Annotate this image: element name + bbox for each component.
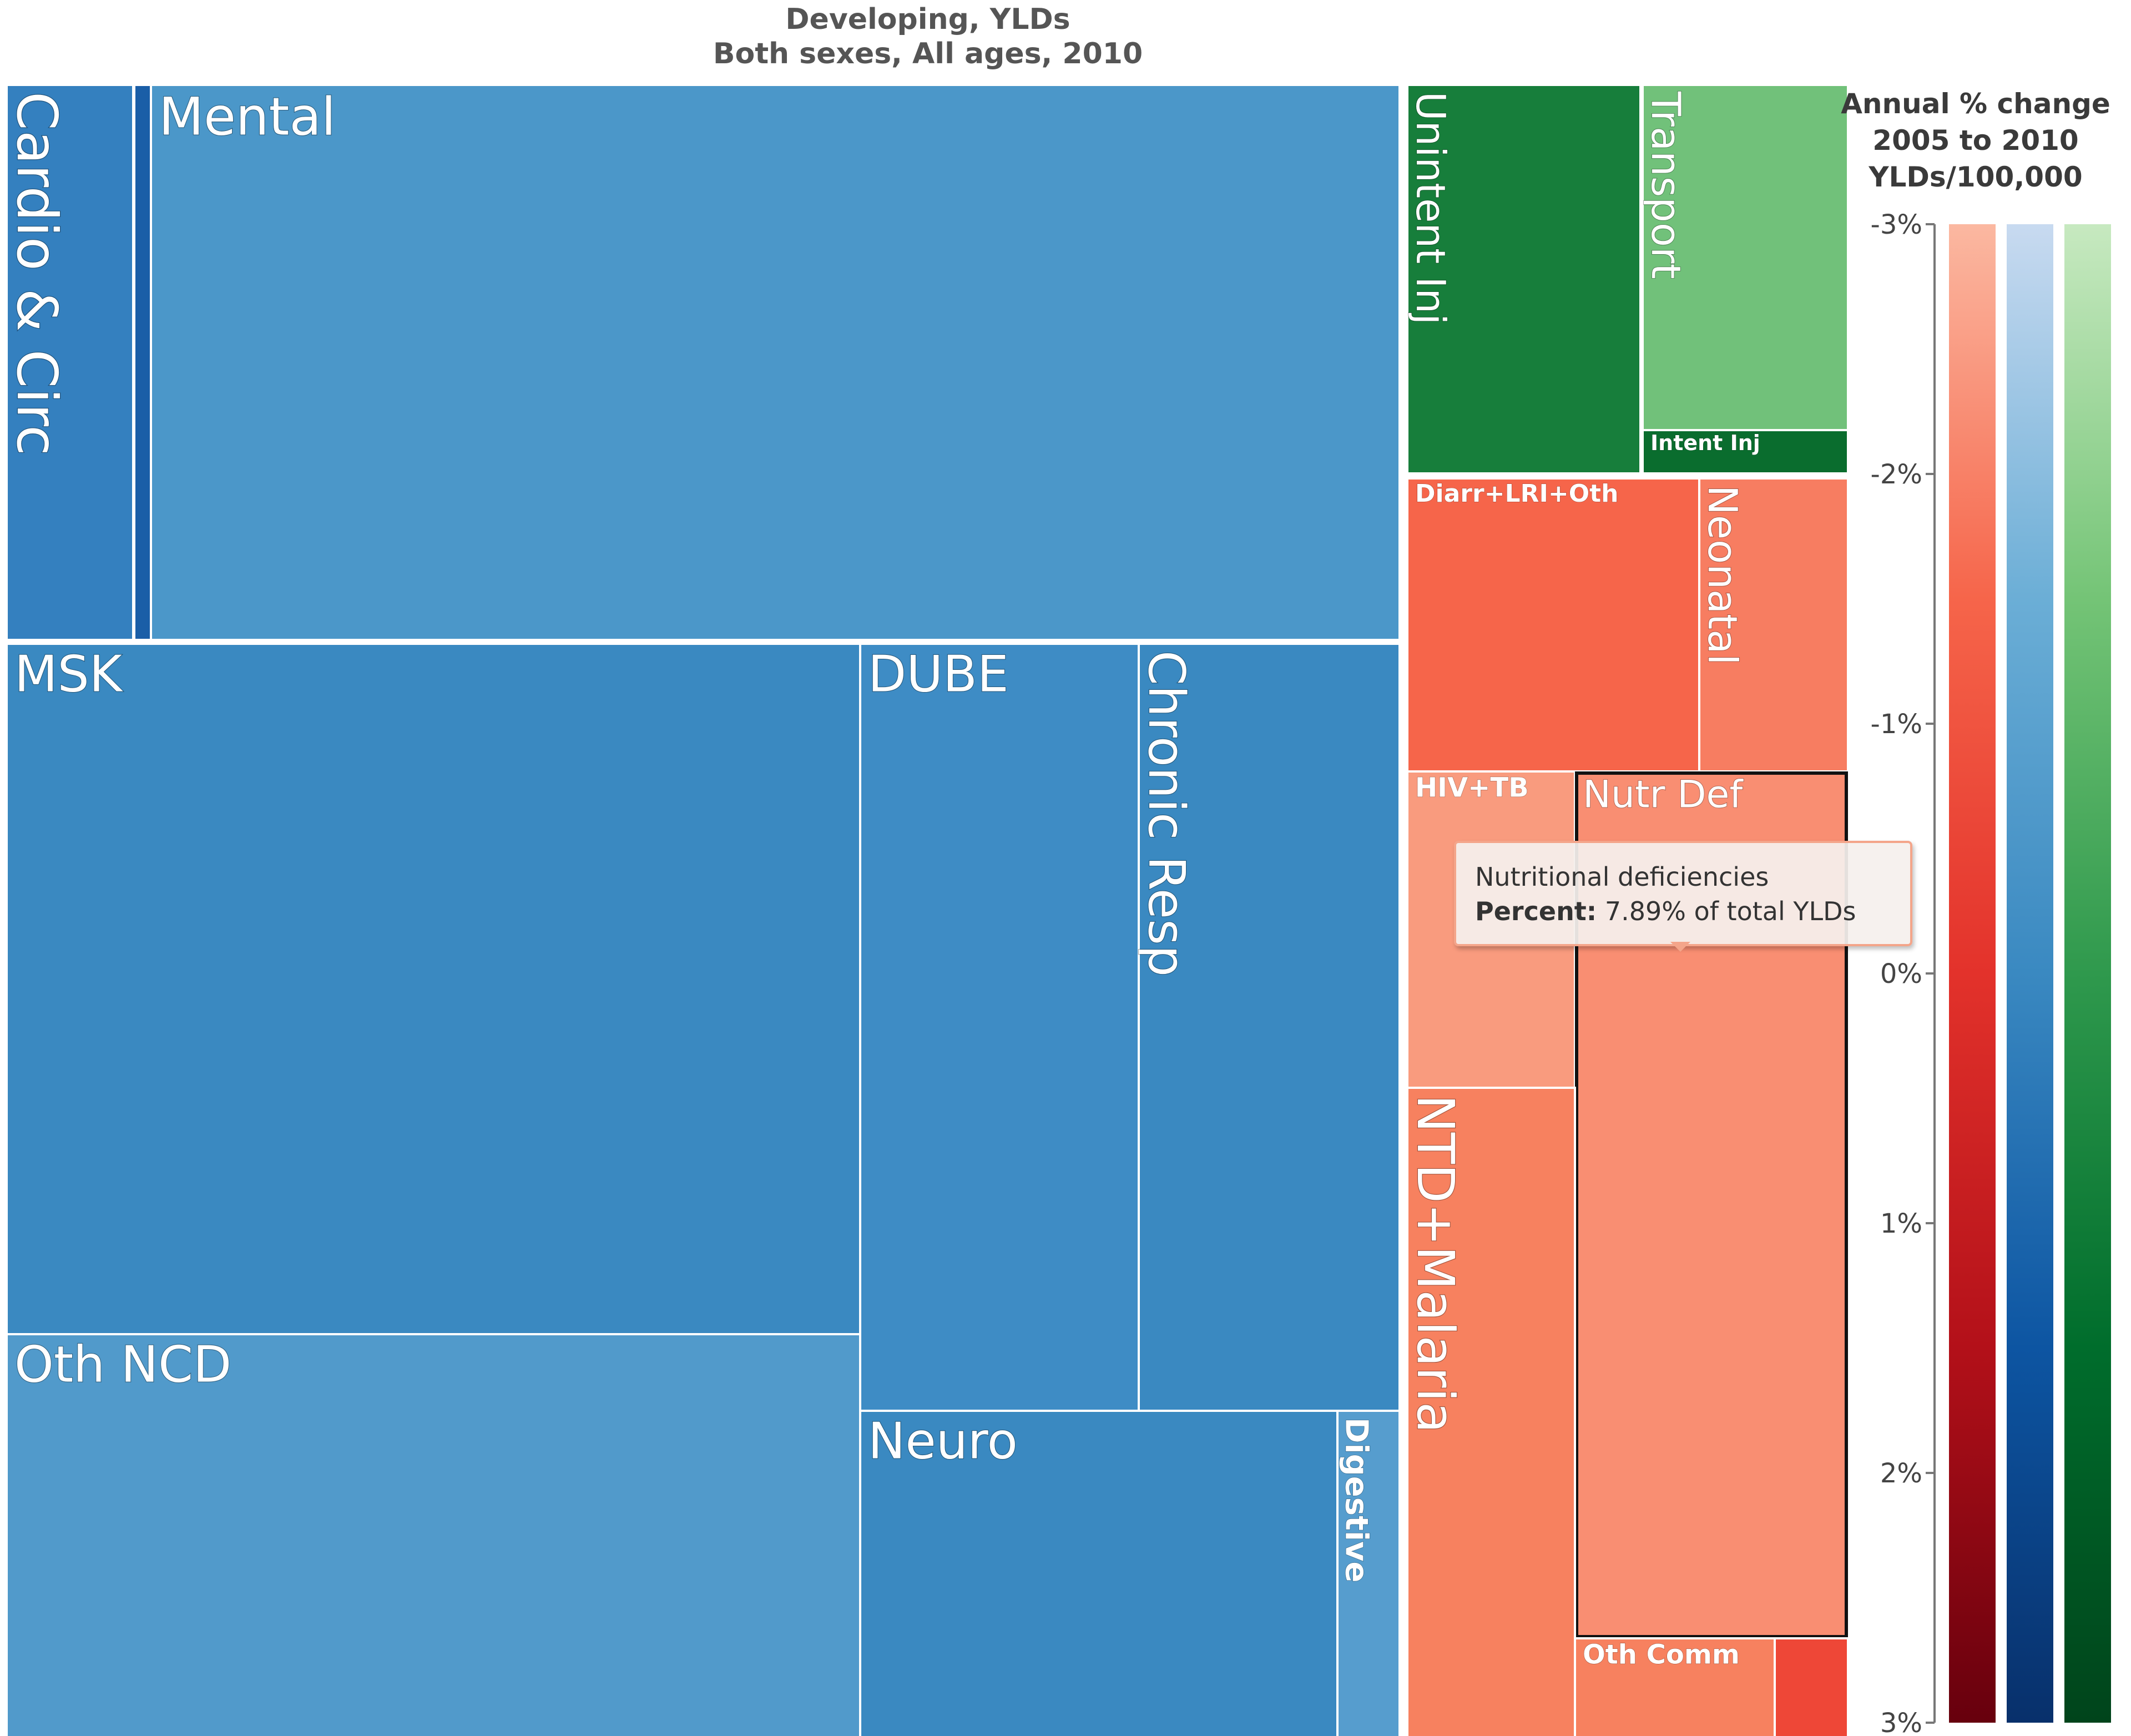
treemap-cell-neuro[interactable] xyxy=(859,1410,1339,1736)
treemap-label-msk: MSK xyxy=(14,645,123,704)
treemap-cell-mental[interactable] xyxy=(150,84,1401,641)
treemap-label-unintent-inj: Unintent Inj xyxy=(1407,92,1454,325)
treemap-label-dube: DUBE xyxy=(868,645,1009,704)
treemap-cell-intent-inj[interactable] xyxy=(1642,429,1849,475)
legend-bar-red xyxy=(1949,224,1996,1723)
legend-tick-label: 2% xyxy=(1880,1458,1922,1489)
treemap-label-oth-comm: Oth Comm xyxy=(1583,1639,1740,1671)
legend-tick-label: -3% xyxy=(1871,209,1922,240)
legend-tick-label: 1% xyxy=(1880,1208,1922,1239)
treemap-cell-ntd-malaria[interactable] xyxy=(1406,1087,1576,1736)
treemap-cell-transport[interactable] xyxy=(1642,84,1849,431)
legend-tick-label: -1% xyxy=(1871,709,1922,740)
treemap-cell-digestive[interactable] xyxy=(1336,1410,1401,1736)
legend-title-line-3: YLDs/100,000 xyxy=(1869,161,2083,193)
chart-subtitle: Both sexes, All ages, 2010 xyxy=(713,37,1143,70)
treemap-cell-msk[interactable] xyxy=(6,643,861,1335)
tooltip-percent: Percent: 7.89% of total YLDs xyxy=(1475,896,1856,926)
chart-title: Developing, YLDs xyxy=(785,3,1070,36)
treemap-label-ntd-malaria: NTD+Malaria xyxy=(1406,1094,1465,1433)
treemap-cell-unlabeled-1[interactable] xyxy=(133,84,152,641)
tooltip-percent-label: Percent: xyxy=(1475,896,1597,926)
treemap-label-neonatal: Neonatal xyxy=(1699,485,1746,665)
treemap-label-intent-inj: Intent Inj xyxy=(1650,431,1760,455)
treemap-chart: Cardio & Circ Mental MSK DUBE Chronic Resp Ot… xyxy=(4,84,1849,1736)
treemap-cell-unintent-inj[interactable] xyxy=(1406,84,1642,475)
treemap-label-chronic-resp: Chronic Resp xyxy=(1137,650,1195,977)
treemap-label-diarr-lri-oth: Diarr+LRI+Oth xyxy=(1415,480,1618,508)
treemap-label-oth-ncd: Oth NCD xyxy=(14,1336,231,1394)
treemap-cell-diarr-lri-oth[interactable] xyxy=(1406,477,1700,773)
legend-bar-green xyxy=(2064,224,2111,1723)
treemap-cell-chronic-resp[interactable] xyxy=(1138,643,1401,1412)
treemap-label-digestive: Digestive xyxy=(1339,1417,1375,1583)
treemap-label-cardio-circ: Cardio & Circ xyxy=(4,92,69,456)
treemap-cell-dube[interactable] xyxy=(859,643,1140,1412)
treemap-label-hiv-tb: HIV+TB xyxy=(1415,773,1529,804)
treemap-cell-oth-comm[interactable] xyxy=(1574,1637,1776,1736)
legend-title-line-2: 2005 to 2010 xyxy=(1872,124,2079,157)
selected-cell-outline xyxy=(1575,771,1848,1638)
treemap-cell-unlabeled-18[interactable] xyxy=(1774,1637,1849,1736)
legend-tick-label: 3% xyxy=(1880,1708,1922,1736)
treemap-label-transport: Transport xyxy=(1643,91,1689,279)
treemap-label-mental: Mental xyxy=(159,87,336,147)
treemap-label-neuro: Neuro xyxy=(868,1412,1018,1471)
treemap-cell-cardio-circ[interactable] xyxy=(6,84,134,641)
legend-title-line-1: Annual % change xyxy=(1841,88,2110,120)
tooltip-percent-value: 7.89% of total YLDs xyxy=(1604,896,1856,926)
treemap-label-nutr-def: Nutr Def xyxy=(1583,773,1744,817)
tooltip-pointer xyxy=(1670,942,1690,952)
tooltip-cause-name: Nutritional deficiencies xyxy=(1475,862,1769,892)
legend-tick-label: 0% xyxy=(1880,958,1922,990)
treemap-cell-oth-ncd[interactable] xyxy=(6,1333,861,1736)
legend-tick-label: -2% xyxy=(1871,459,1922,490)
treemap-cell-neonatal[interactable] xyxy=(1698,477,1849,773)
hover-tooltip: Nutritional deficiencies Percent: 7.89% … xyxy=(1454,841,1912,946)
legend-bar-blue xyxy=(2007,224,2053,1723)
